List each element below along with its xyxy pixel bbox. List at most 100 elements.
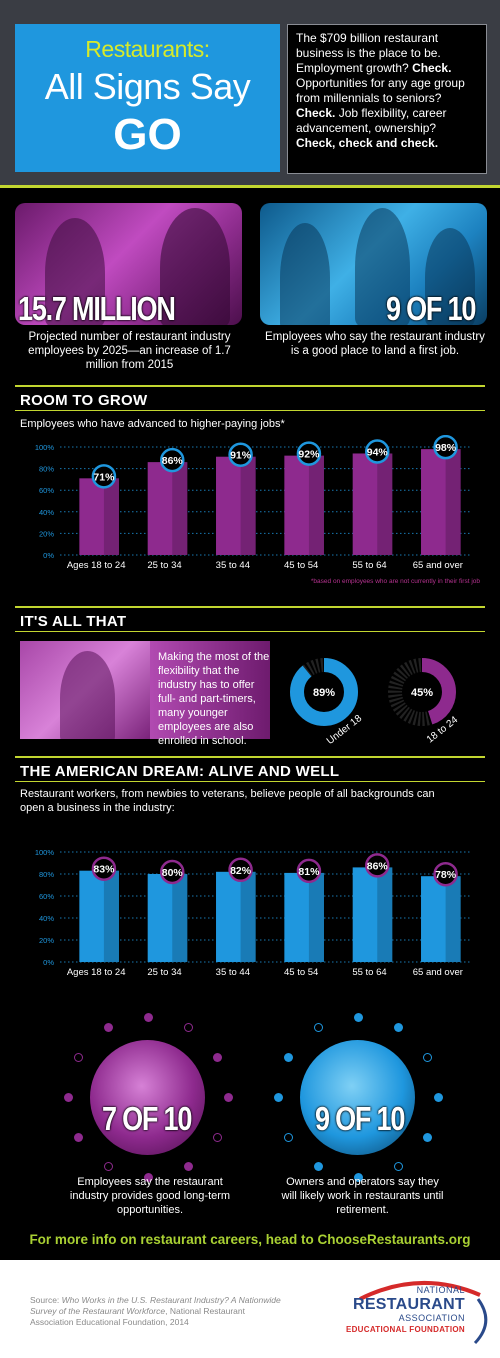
- y-tick-label: 40%: [39, 508, 54, 517]
- bar: [421, 876, 461, 962]
- donut-arc: [290, 658, 358, 726]
- chart-advancement: 0% 20% 40% 60% 80% 100% 71% Ages 18 to 24 86% 25 …: [35, 435, 470, 571]
- stat-retirement: 9 OF 10: [315, 1100, 405, 1137]
- title-line1: Restaurants:: [85, 36, 210, 62]
- bar: [216, 871, 256, 962]
- y-tick-label: 80%: [39, 465, 54, 474]
- decorative-dot: [284, 1052, 294, 1062]
- value-badge: [160, 859, 185, 885]
- title-line3: GO: [113, 110, 182, 159]
- american-dream-subtitle: Restaurant workers, from newbies to vete…: [20, 788, 435, 814]
- value-label: 94%: [367, 446, 389, 458]
- decorative-dot: [353, 1012, 363, 1022]
- intro-text: The $709 billion restaurant business is …: [287, 24, 487, 174]
- bar-shade: [103, 478, 119, 555]
- decorative-dot: [422, 1132, 432, 1142]
- donut-arc: [388, 658, 456, 726]
- stat-long-term: 7 OF 10: [102, 1100, 192, 1137]
- decorative-dot: [183, 1161, 193, 1171]
- stat-employees-description: Projected number of restaurant industry …: [28, 331, 231, 371]
- value-label: 81%: [298, 866, 320, 878]
- value-badge: [296, 858, 322, 884]
- value-badge: [91, 464, 117, 489]
- room-to-grow-subtitle: Employees who have advanced to higher-pa…: [20, 418, 285, 430]
- intro-check: Check, check and check.: [296, 136, 439, 150]
- decorative-dot: [313, 1023, 323, 1033]
- value-label: 71%: [93, 471, 115, 483]
- donut-hole: [305, 673, 343, 711]
- bar-shade: [103, 870, 119, 962]
- bar: [79, 870, 119, 962]
- section-title-american-dream: THE AMERICAN DREAM: ALIVE AND WELL: [20, 763, 340, 780]
- value-badge: [365, 853, 390, 878]
- cta-link-text[interactable]: For more info on restaurant careers, hea…: [29, 1232, 471, 1247]
- chart-open-business: 0% 20% 40% 60% 80% 100% 83% Ages 18 to 24 80% 25 …: [35, 848, 470, 978]
- photo-restaurant-staff: [15, 203, 242, 325]
- decorative-dot: [353, 1172, 363, 1182]
- donut-hole: [403, 673, 441, 711]
- section-divider: [15, 410, 485, 411]
- section-divider: [15, 385, 485, 387]
- value-label: 78%: [435, 869, 457, 881]
- bar: [421, 449, 461, 555]
- room-to-grow-footnote: *based on employees who are not currentl…: [310, 578, 480, 585]
- bar-shade: [445, 876, 461, 962]
- value-label: 86%: [162, 455, 184, 467]
- value-badge: [365, 439, 390, 464]
- decorative-dot: [223, 1092, 233, 1102]
- value-label: 98%: [435, 442, 457, 454]
- header-divider: [0, 185, 500, 188]
- y-tick-label: 60%: [39, 892, 54, 901]
- title-line2: All Signs Say: [44, 66, 251, 107]
- photo-chefs: [90, 1040, 205, 1155]
- value-badge: [228, 857, 253, 883]
- section-divider: [15, 756, 485, 758]
- value-badge: [433, 435, 458, 460]
- photo-owner: [300, 1040, 415, 1155]
- bar: [79, 478, 119, 555]
- section-divider: [15, 781, 485, 782]
- source-title: Who Works in the U.S. Restaurant Industr…: [30, 1295, 281, 1316]
- category-label: 45 to 54: [284, 967, 318, 978]
- decorative-dot: [433, 1092, 443, 1102]
- y-tick-label: 100%: [35, 443, 55, 452]
- decorative-dot: [143, 1012, 153, 1022]
- category-label: 25 to 34: [147, 560, 181, 571]
- category-label: 35 to 44: [216, 967, 250, 978]
- decorative-dot: [393, 1161, 403, 1171]
- value-label: 86%: [367, 860, 389, 872]
- header: Restaurants: All Signs Say GO The $709 b…: [0, 0, 500, 185]
- bar: [352, 453, 393, 555]
- value-label: 80%: [162, 867, 184, 879]
- logo-line4: EDUCATIONAL FOUNDATION: [345, 1325, 465, 1334]
- donut-value: 89%: [313, 687, 335, 699]
- intro-check: Check.: [412, 61, 452, 75]
- value-label: 82%: [230, 865, 252, 877]
- value-label: 91%: [230, 450, 252, 462]
- logo-line3: ASSOCIATION: [398, 1313, 465, 1323]
- footer: Source: Who Works in the U.S. Restaurant…: [0, 1260, 500, 1358]
- donut-value: 45%: [411, 687, 433, 699]
- decorative-dot: [284, 1132, 294, 1142]
- bar: [216, 456, 256, 555]
- decorative-dot: [143, 1172, 153, 1182]
- bar-shade: [308, 872, 324, 962]
- category-label: 55 to 64: [352, 967, 386, 978]
- section-title-room-to-grow: ROOM TO GROW: [20, 392, 148, 409]
- decorative-dot: [273, 1092, 283, 1102]
- section-divider: [15, 606, 485, 608]
- bar-shade: [240, 871, 256, 962]
- section-title-its-all-that: IT'S ALL THAT: [20, 613, 127, 630]
- logo-line1: NATIONAL: [416, 1285, 465, 1295]
- stat-retirement-description: Owners and operators say they will likel…: [281, 1176, 444, 1216]
- value-badge: [160, 447, 185, 473]
- bar: [284, 872, 324, 962]
- category-label: Ages 18 to 24: [67, 560, 126, 571]
- nra-ef-logo: NATIONAL RESTAURANT ASSOCIATION EDUCATIO…: [330, 1277, 488, 1347]
- value-badge: [296, 441, 322, 466]
- bar: [284, 455, 324, 555]
- photo-barista: [20, 641, 270, 739]
- source-suffix: , National Restaurant Association Educat…: [30, 1306, 245, 1327]
- y-tick-label: 40%: [39, 914, 54, 923]
